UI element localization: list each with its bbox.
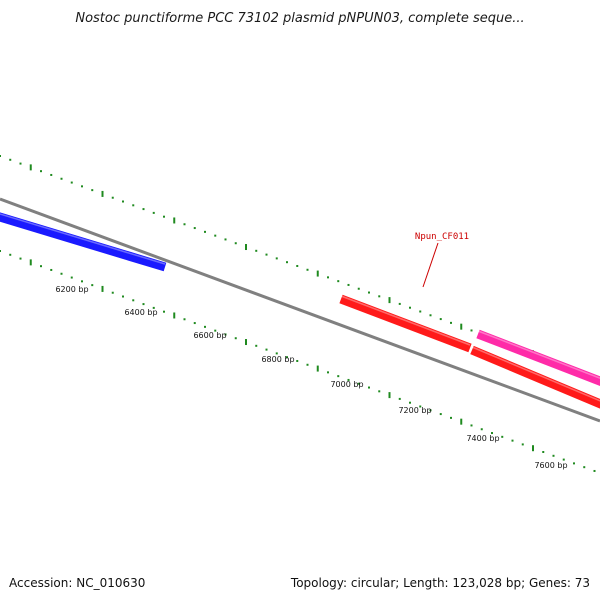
gene-highlight [0,213,166,265]
accession-text: Accession: NC_010630 [9,576,145,590]
gene-callout[interactable]: Npun_CF011 [415,232,469,288]
plasmid-backbone [0,197,600,423]
tick-label-6800: 6800 bp [261,355,294,364]
gene-track [0,212,600,409]
tick-label-6600: 6600 bp [193,331,226,340]
topology-summary-text: Topology: circular; Length: 123,028 bp; … [290,576,590,590]
gene-red-2 [470,345,600,409]
gene-highlight [471,346,600,402]
gene-blue-0 [0,212,167,272]
tick-label-track: 6200 bp 6400 bp 6600 bp 6800 bp 7000 bp 7200 … [55,285,567,470]
tick-label-7200: 7200 bp [398,406,431,415]
tick-label-6200: 6200 bp [55,285,88,294]
gene-pink-3 [476,329,600,386]
tick-label-7400: 7400 bp [466,434,499,443]
gene-highlight [340,295,471,346]
inner-tick-track [0,250,596,472]
gene-callout-line [422,242,439,288]
tick-label-7600: 7600 bp [534,461,567,470]
gene-red-1 [339,294,472,353]
map-title: Nostoc punctiforme PCC 73102 plasmid pNP… [75,11,524,26]
outer-tick-track [0,155,596,377]
gene-label-npun-cf011[interactable]: Npun_CF011 [415,232,469,242]
tick-label-7000: 7000 bp [330,380,363,389]
tick-label-6400: 6400 bp [124,308,157,317]
gene-highlight [477,330,600,379]
